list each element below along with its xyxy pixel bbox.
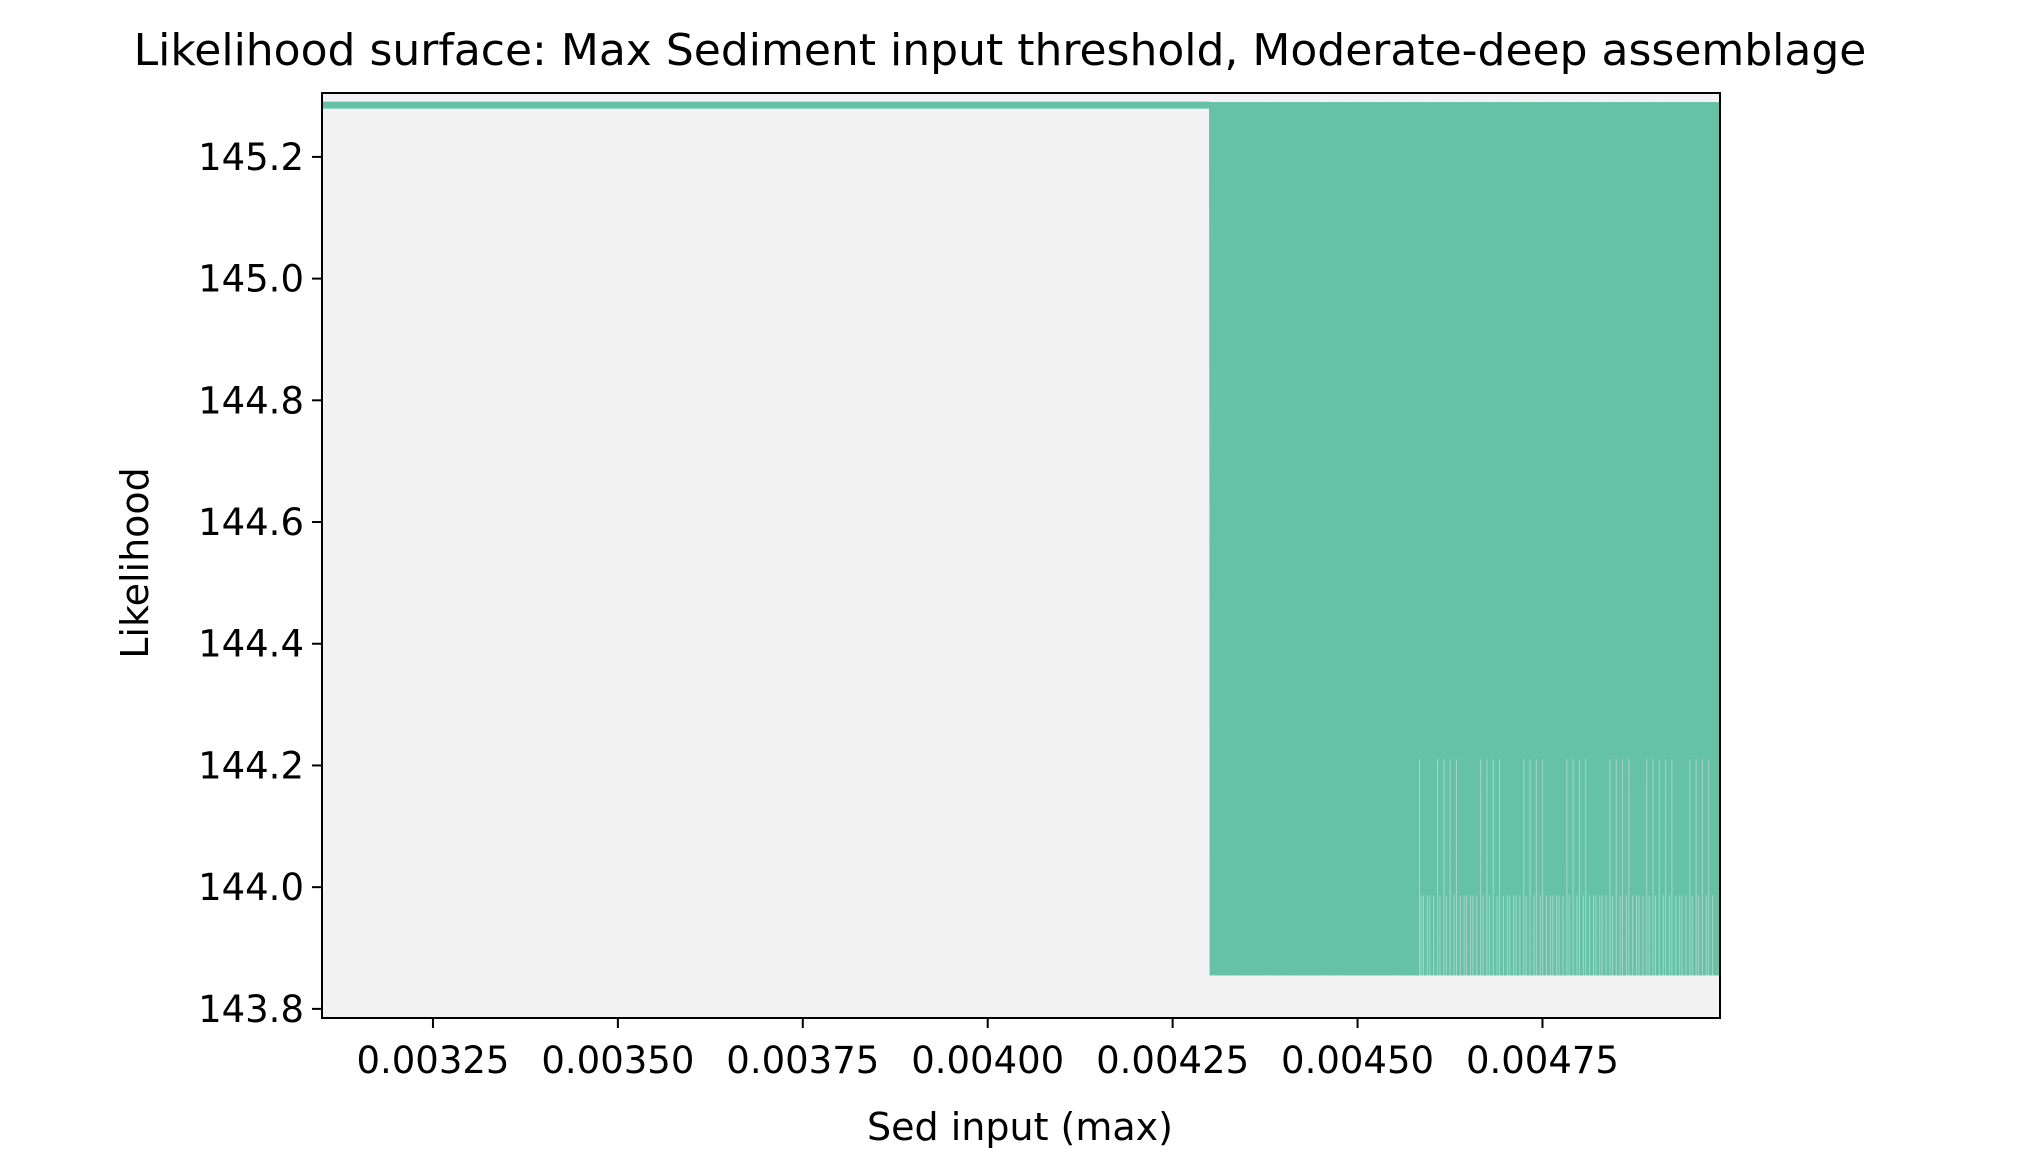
series-layer [322, 101, 1721, 976]
chart-title: Likelihood surface: Max Sediment input t… [134, 25, 1867, 76]
x-axis-label: Sed input (max) [867, 1105, 1173, 1149]
x-tick-label: 0.00450 [1281, 1039, 1434, 1082]
x-tick-label: 0.00375 [726, 1039, 879, 1082]
x-tick-label: 0.00350 [541, 1039, 694, 1082]
x-tick-label: 0.00425 [1096, 1039, 1249, 1082]
y-tick-label: 144.4 [198, 623, 304, 666]
series-oscillation-line [1209, 102, 1721, 976]
y-axis-label: Likelihood [113, 467, 157, 659]
y-tick-label: 144.0 [198, 866, 304, 909]
plot-frame [321, 92, 1721, 1019]
x-axis: 0.00325 0.00350 0.00375 0.00400 0.00425 0.004… [356, 1018, 1619, 1082]
x-tick-label: 0.00400 [911, 1039, 1064, 1082]
y-tick-label: 144.2 [198, 744, 304, 787]
y-axis: 143.8 144.0 144.2 144.4 144.6 144.8 145.0 145.2 [198, 136, 322, 1031]
y-tick-label: 145.2 [198, 136, 304, 179]
x-tick-label: 0.00325 [356, 1039, 509, 1082]
y-tick-label: 143.8 [198, 988, 304, 1031]
x-tick-label: 0.00475 [1466, 1039, 1619, 1082]
y-tick-label: 144.6 [198, 501, 304, 544]
y-tick-label: 144.8 [198, 379, 304, 422]
y-tick-label: 145.0 [198, 258, 304, 301]
